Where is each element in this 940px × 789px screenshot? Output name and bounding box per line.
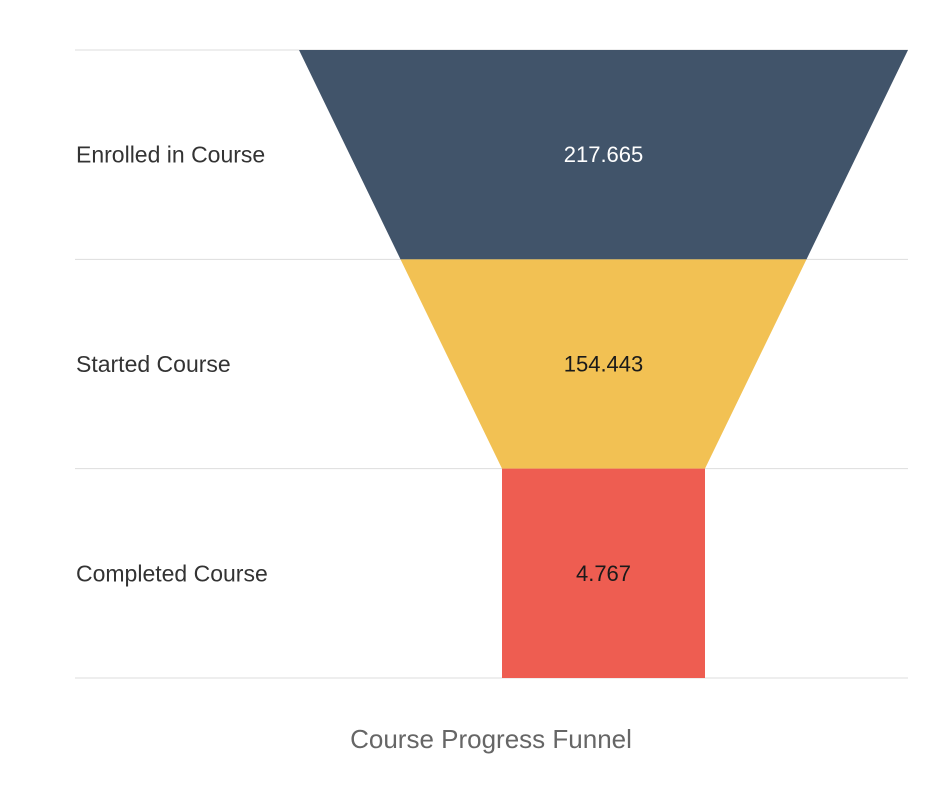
stage-label: Enrolled in Course — [76, 142, 265, 168]
stage-labels: Enrolled in Course Started Course Complete… — [76, 142, 268, 587]
stage-label: Started Course — [76, 351, 231, 377]
value-label: 4.767 — [576, 561, 631, 586]
funnel-segment — [299, 50, 908, 260]
chart-title: Course Progress Funnel — [350, 724, 632, 754]
stage-label: Completed Course — [76, 560, 268, 586]
value-label: 154.443 — [564, 352, 644, 377]
value-labels: 217.665 154.443 4.767 — [564, 142, 644, 586]
funnel-segment — [502, 468, 705, 678]
value-label: 217.665 — [564, 142, 644, 167]
funnel-segment — [400, 259, 807, 469]
funnel-segments — [299, 50, 908, 678]
